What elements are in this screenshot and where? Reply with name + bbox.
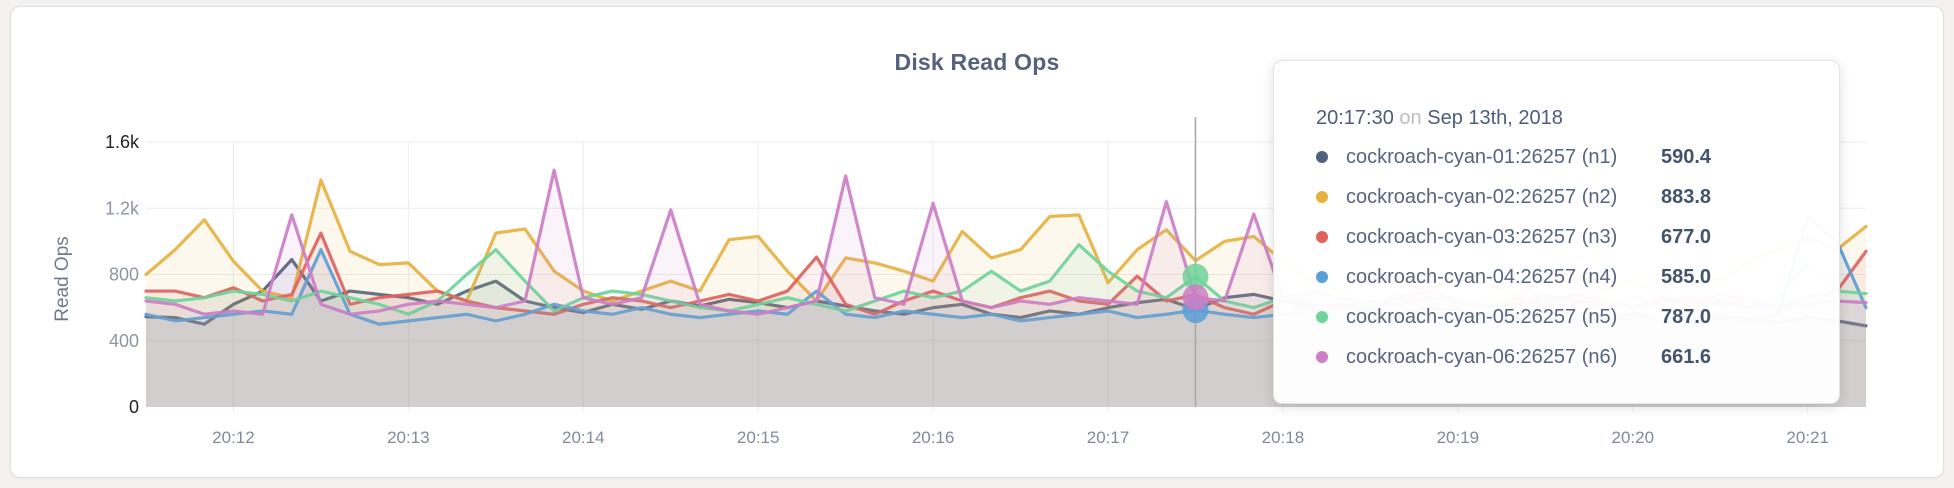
tooltip-series-name: cockroach-cyan-02:26257 (n2) (1346, 185, 1618, 208)
tooltip-series-list: cockroach-cyan-01:26257 (n1) 590.4 cockroa… (1316, 137, 1839, 377)
x-tick-label: 20:21 (1786, 428, 1829, 447)
tooltip-series-name: cockroach-cyan-06:26257 (n6) (1346, 345, 1618, 368)
x-tick-label: 20:19 (1437, 428, 1480, 447)
tooltip-series-value: 661.6 (1661, 345, 1712, 368)
series-color-dot-icon (1316, 311, 1328, 323)
tooltip-series-name: cockroach-cyan-04:26257 (n4) (1346, 265, 1618, 288)
y-tick-label: 1.6k (105, 132, 140, 152)
x-tick-label: 20:14 (562, 428, 605, 447)
tooltip-series-name: cockroach-cyan-03:26257 (n3) (1346, 225, 1618, 248)
x-tick-label: 20:12 (212, 428, 255, 447)
x-tick-label: 20:17 (1087, 428, 1130, 447)
chart-panel: Disk Read Ops 0 400 800 1.2k 1.6k 20:12 20:13 2… (10, 6, 1944, 478)
y-tick-label: 0 (129, 397, 139, 417)
series-color-dot-icon (1316, 151, 1328, 163)
series-color-dot-icon (1316, 271, 1328, 283)
hover-dot-n6 (1182, 284, 1209, 311)
hover-dot-n5 (1182, 263, 1209, 290)
series-color-dot-icon (1316, 231, 1328, 243)
hover-tooltip: 20:17:30 on Sep 13th, 2018 cockroach-cya… (1273, 60, 1840, 404)
tooltip-series-name: cockroach-cyan-05:26257 (n5) (1346, 305, 1618, 328)
x-tick-label: 20:20 (1612, 428, 1655, 447)
y-axis-label: Read Ops (52, 236, 73, 322)
y-tick-label: 800 (109, 265, 139, 285)
x-tick-label: 20:16 (912, 428, 955, 447)
x-tick-label: 20:15 (737, 428, 780, 447)
tooltip-series-value: 787.0 (1661, 305, 1712, 328)
tooltip-series-row: cockroach-cyan-04:26257 (n4) 585.0 (1316, 257, 1839, 297)
y-tick-label: 1.2k (105, 198, 140, 218)
tooltip-series-row: cockroach-cyan-01:26257 (n1) 590.4 (1316, 137, 1839, 177)
x-tick-label: 20:13 (387, 428, 430, 447)
tooltip-date: Sep 13th, 2018 (1427, 107, 1563, 129)
tooltip-time: 20:17:30 (1316, 107, 1394, 129)
tooltip-series-name: cockroach-cyan-01:26257 (n1) (1346, 145, 1618, 168)
tooltip-header: 20:17:30 on Sep 13th, 2018 (1316, 105, 1839, 131)
tooltip-series-value: 677.0 (1661, 225, 1712, 248)
tooltip-series-value: 590.4 (1661, 145, 1712, 168)
x-tick-label: 20:18 (1262, 428, 1305, 447)
y-tick-label: 400 (109, 331, 139, 351)
series-color-dot-icon (1316, 351, 1328, 363)
tooltip-series-row: cockroach-cyan-03:26257 (n3) 677.0 (1316, 217, 1839, 257)
chart-title: Disk Read Ops (894, 49, 1060, 75)
tooltip-series-value: 585.0 (1661, 265, 1712, 288)
tooltip-series-row: cockroach-cyan-02:26257 (n2) 883.8 (1316, 177, 1839, 217)
tooltip-on-text: on (1399, 107, 1422, 129)
tooltip-series-row: cockroach-cyan-06:26257 (n6) 661.6 (1316, 337, 1839, 377)
tooltip-series-row: cockroach-cyan-05:26257 (n5) 787.0 (1316, 297, 1839, 337)
tooltip-series-value: 883.8 (1661, 185, 1712, 208)
series-color-dot-icon (1316, 191, 1328, 203)
